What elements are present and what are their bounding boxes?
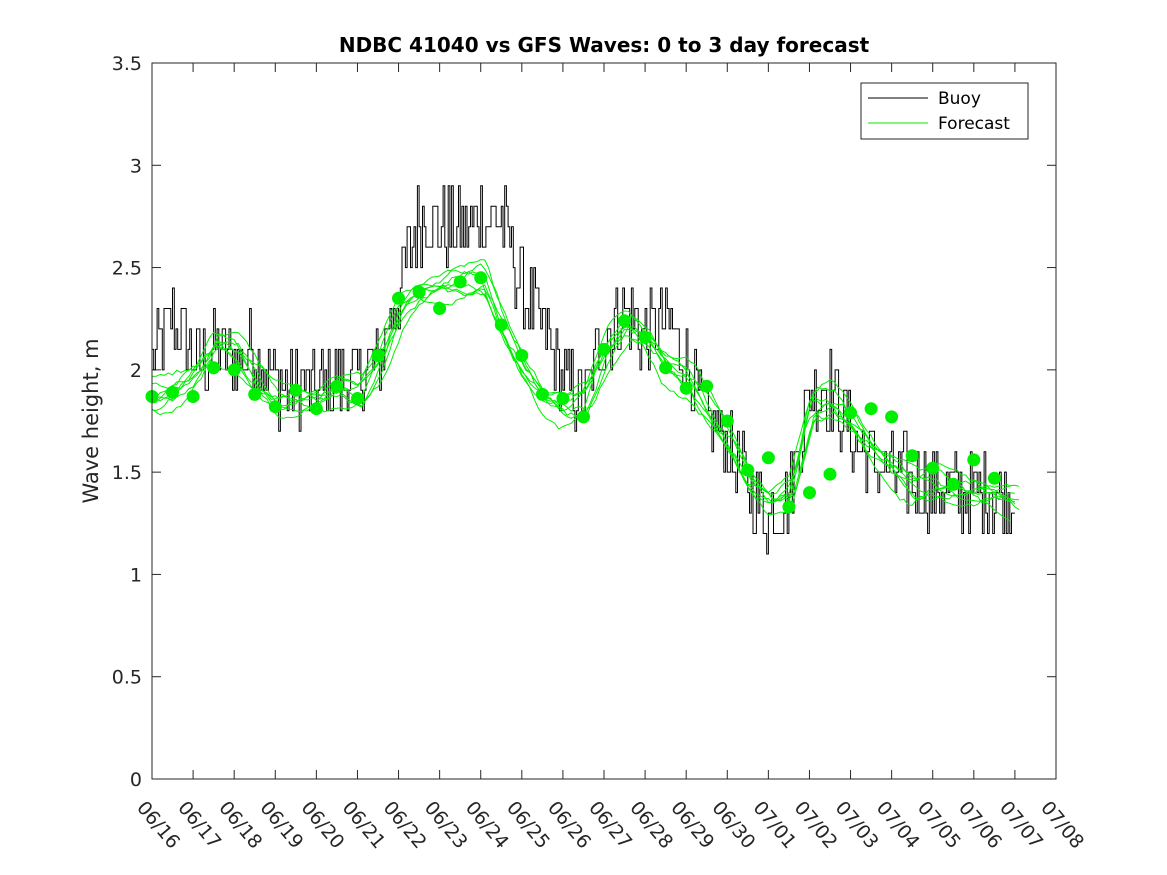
- forecast-point: [577, 410, 590, 424]
- legend: Buoy Forecast: [860, 82, 1029, 140]
- forecast-point: [597, 342, 611, 356]
- legend-box: [860, 82, 1029, 140]
- y-axis-label: Wave height, m: [79, 338, 103, 503]
- y-tick-label: 0: [130, 769, 142, 791]
- forecast-point: [289, 383, 303, 397]
- forecast-point: [946, 477, 960, 491]
- x-tick-label: 06/28: [625, 797, 677, 853]
- forecast-point: [166, 385, 179, 399]
- forecast-point: [741, 463, 755, 477]
- x-tick-label: 07/06: [954, 797, 1006, 853]
- legend-label: Buoy: [938, 89, 981, 109]
- series-line-forecast: [151, 283, 1019, 507]
- forecast-point: [761, 451, 775, 465]
- forecast-point: [268, 400, 282, 414]
- forecast-point: [309, 402, 323, 416]
- y-tick-label: 3.5: [112, 53, 142, 75]
- forecast-point: [248, 387, 262, 401]
- forecast-point: [535, 387, 549, 401]
- plot-frame: [151, 62, 1057, 780]
- x-tick-label: 06/19: [255, 797, 307, 853]
- x-tick-label: 06/25: [502, 797, 554, 853]
- x-tick-label: 07/02: [790, 797, 842, 853]
- forecast-point: [186, 390, 200, 403]
- x-tick-label: 07/05: [913, 797, 965, 853]
- x-tick-label: 06/17: [173, 797, 225, 853]
- x-tick-label: 07/07: [995, 797, 1047, 853]
- forecast-point: [782, 500, 796, 514]
- forecast-point: [967, 453, 981, 467]
- forecast-point: [638, 330, 652, 344]
- forecast-point: [494, 318, 508, 332]
- x-tick-label: 06/20: [297, 797, 349, 853]
- x-tick-label: 07/04: [872, 797, 924, 853]
- forecast-point: [351, 392, 364, 405]
- y-axis: 0 0.5 1 1.5 2 2.5 3 3.5: [112, 53, 1056, 791]
- forecast-point: [412, 285, 426, 299]
- x-tick-label: 06/26: [543, 797, 595, 853]
- x-tick-label: 07/03: [831, 797, 883, 853]
- x-tick-label: 06/23: [420, 797, 472, 853]
- plot-area: [152, 63, 1056, 779]
- forecast-point: [227, 363, 241, 377]
- legend-label: Forecast: [938, 114, 1010, 134]
- forecast-point: [330, 379, 344, 393]
- forecast-point: [844, 406, 857, 420]
- forecast-point: [926, 461, 940, 475]
- chart-title: NDBC 41040 vs GFS Waves: 0 to 3 day fore…: [339, 33, 870, 57]
- forecast-point: [987, 471, 1001, 485]
- forecast-point: [618, 314, 631, 328]
- forecast-point: [823, 467, 837, 481]
- forecast-point: [207, 361, 221, 375]
- y-tick-label: 3: [130, 155, 142, 177]
- forecast-point: [453, 275, 467, 289]
- analysis-points: [145, 271, 1001, 514]
- forecast-point: [392, 291, 405, 305]
- forecast-point: [679, 381, 693, 395]
- forecast-point: [700, 379, 714, 393]
- forecast-point: [905, 449, 919, 463]
- forecast-point: [371, 349, 385, 362]
- forecast-point: [803, 486, 816, 500]
- x-tick-label: 06/24: [461, 797, 513, 853]
- y-tick-label: 1: [130, 564, 142, 586]
- x-tick-label: 06/29: [666, 797, 718, 853]
- y-tick-label: 1.5: [112, 462, 142, 484]
- x-tick-label: 06/18: [214, 797, 266, 853]
- series-line-forecast: [151, 270, 1015, 504]
- y-tick-label: 2: [130, 360, 142, 382]
- x-tick-label: 06/27: [584, 797, 636, 853]
- forecast-point: [474, 271, 488, 285]
- x-tick-label: 07/08: [1036, 797, 1088, 853]
- forecast-point: [556, 392, 570, 405]
- x-tick-label: 07/01: [749, 797, 801, 853]
- x-tick-label: 06/16: [132, 797, 184, 853]
- forecast-point: [433, 302, 447, 315]
- forecast-point: [864, 402, 878, 416]
- forecast-point: [885, 410, 899, 424]
- y-tick-label: 2.5: [112, 258, 142, 280]
- y-tick-label: 0.5: [112, 667, 142, 689]
- x-tick-label: 06/22: [379, 797, 431, 853]
- x-tick-label: 06/21: [338, 797, 390, 853]
- x-tick-label: 06/30: [707, 797, 759, 853]
- forecast-point: [515, 349, 529, 362]
- forecast-point: [659, 361, 673, 375]
- forecast-point: [720, 414, 734, 428]
